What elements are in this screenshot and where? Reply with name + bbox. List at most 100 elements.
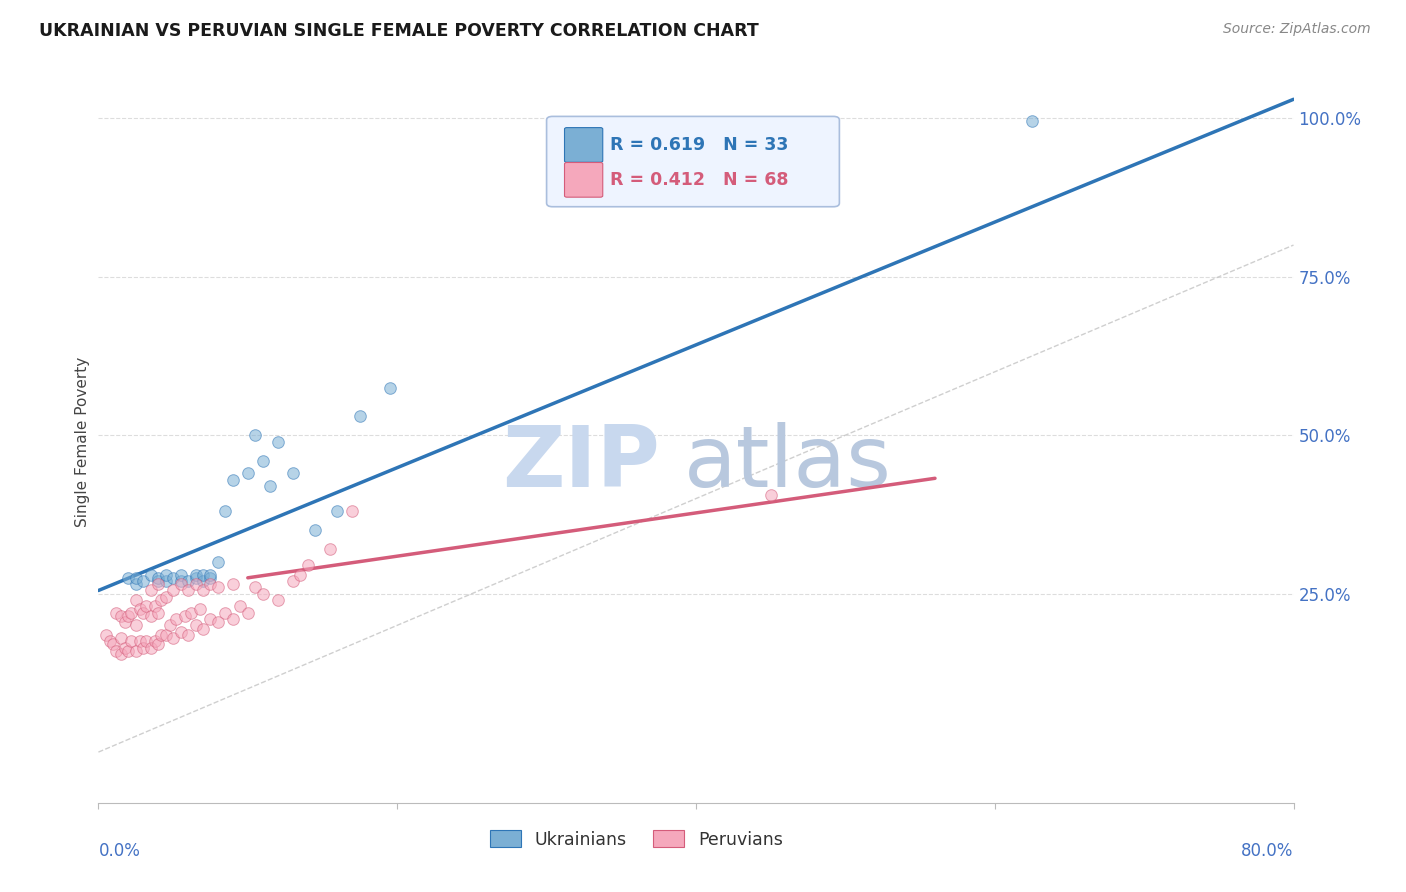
- Point: [184, 567, 207, 582]
- Point: [150, 628, 173, 642]
- Point: [94, 628, 117, 642]
- Point: [148, 606, 170, 620]
- Point: [281, 467, 304, 481]
- Point: [135, 599, 157, 614]
- Point: [222, 612, 245, 626]
- Point: [214, 606, 236, 620]
- Point: [143, 599, 166, 614]
- Point: [184, 571, 207, 585]
- Point: [177, 628, 200, 642]
- Point: [267, 593, 290, 607]
- Y-axis label: Single Female Poverty: Single Female Poverty: [75, 357, 90, 526]
- Point: [139, 567, 162, 582]
- Point: [169, 574, 191, 588]
- Point: [125, 577, 148, 591]
- FancyBboxPatch shape: [547, 117, 839, 207]
- Point: [165, 612, 187, 626]
- Point: [117, 643, 139, 657]
- Point: [132, 640, 155, 655]
- Point: [162, 571, 184, 585]
- Point: [288, 567, 311, 582]
- Point: [207, 615, 229, 630]
- Point: [207, 580, 229, 594]
- Point: [200, 567, 222, 582]
- Point: [155, 628, 177, 642]
- Point: [125, 643, 148, 657]
- FancyBboxPatch shape: [565, 162, 603, 197]
- Point: [110, 631, 132, 645]
- Point: [120, 606, 142, 620]
- Point: [155, 574, 177, 588]
- Point: [349, 409, 371, 424]
- Point: [180, 606, 202, 620]
- Point: [155, 590, 177, 604]
- Point: [177, 583, 200, 598]
- Text: R = 0.412   N = 68: R = 0.412 N = 68: [610, 171, 789, 189]
- Point: [125, 571, 148, 585]
- Point: [236, 606, 259, 620]
- Point: [245, 580, 267, 594]
- Point: [117, 571, 139, 585]
- Point: [148, 574, 170, 588]
- Legend: Ukrainians, Peruvians: Ukrainians, Peruvians: [482, 823, 790, 855]
- Point: [1021, 114, 1043, 128]
- Point: [281, 574, 304, 588]
- Point: [139, 583, 162, 598]
- Point: [342, 504, 364, 518]
- Point: [114, 640, 136, 655]
- Point: [117, 608, 139, 623]
- Point: [148, 571, 170, 585]
- Point: [191, 583, 214, 598]
- Point: [759, 488, 782, 502]
- Point: [200, 571, 222, 585]
- Point: [252, 587, 274, 601]
- Point: [148, 577, 170, 591]
- Point: [132, 574, 155, 588]
- Point: [139, 608, 162, 623]
- Point: [191, 567, 214, 582]
- Point: [245, 428, 267, 442]
- Point: [184, 577, 207, 591]
- Point: [103, 637, 125, 651]
- Text: Source: ZipAtlas.com: Source: ZipAtlas.com: [1223, 22, 1371, 37]
- Text: 0.0%: 0.0%: [98, 842, 141, 860]
- Point: [125, 618, 148, 632]
- Point: [120, 634, 142, 648]
- Text: UKRAINIAN VS PERUVIAN SINGLE FEMALE POVERTY CORRELATION CHART: UKRAINIAN VS PERUVIAN SINGLE FEMALE POVE…: [39, 22, 759, 40]
- Point: [129, 634, 152, 648]
- Point: [105, 643, 128, 657]
- Point: [259, 479, 281, 493]
- Point: [184, 618, 207, 632]
- Point: [222, 577, 245, 591]
- Point: [297, 558, 319, 573]
- Point: [125, 593, 148, 607]
- Point: [207, 555, 229, 569]
- Point: [304, 523, 326, 537]
- Point: [143, 634, 166, 648]
- Text: R = 0.619   N = 33: R = 0.619 N = 33: [610, 136, 789, 154]
- Text: ZIP: ZIP: [502, 422, 661, 505]
- Point: [159, 618, 181, 632]
- Point: [214, 504, 236, 518]
- Point: [162, 583, 184, 598]
- Point: [110, 647, 132, 661]
- Point: [319, 542, 342, 557]
- Point: [200, 577, 222, 591]
- Point: [177, 574, 200, 588]
- Point: [169, 567, 191, 582]
- Point: [222, 473, 245, 487]
- Point: [169, 577, 191, 591]
- Point: [150, 593, 173, 607]
- Point: [129, 602, 152, 616]
- Point: [252, 453, 274, 467]
- Point: [155, 567, 177, 582]
- Point: [114, 615, 136, 630]
- Point: [162, 631, 184, 645]
- Point: [236, 467, 259, 481]
- Point: [132, 606, 155, 620]
- Point: [326, 504, 349, 518]
- Point: [191, 574, 214, 588]
- Point: [98, 634, 122, 648]
- Point: [188, 602, 211, 616]
- Point: [139, 640, 162, 655]
